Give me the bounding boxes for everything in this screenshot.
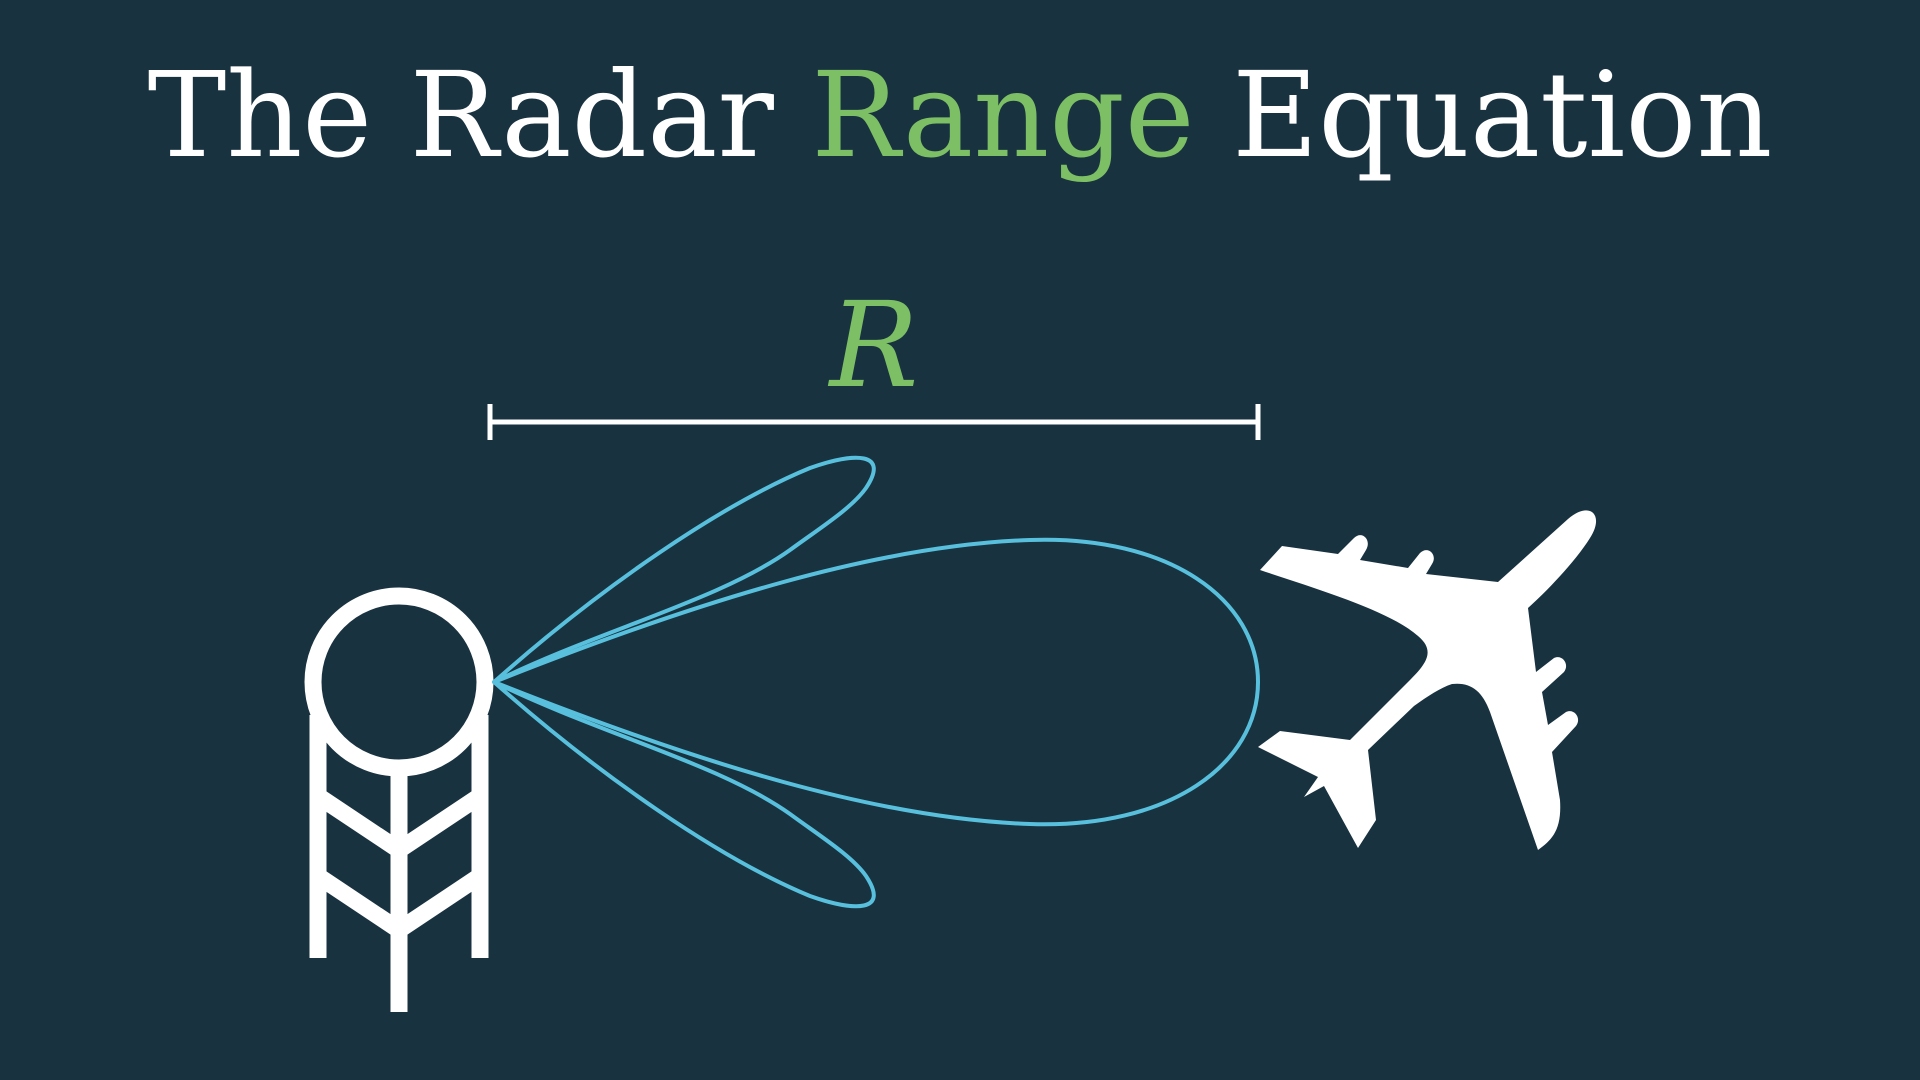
radiation-pattern: [492, 455, 1260, 909]
lower-side-lobe: [492, 680, 876, 909]
airplane-body: [1258, 510, 1597, 850]
title-part-2: Equation: [1194, 46, 1773, 184]
title-part-1: The Radar: [147, 46, 812, 184]
range-bar: [487, 404, 1261, 440]
radar-dish: [304, 587, 494, 777]
title-accent-word: Range: [811, 46, 1195, 184]
range-symbol: R: [829, 276, 919, 414]
main-lobe: [492, 537, 1260, 827]
airplane-icon: [1258, 510, 1597, 850]
tower-brace-lower: [313, 868, 485, 941]
radar-tower-icon: [304, 587, 494, 1012]
upper-side-lobe: [492, 455, 876, 684]
page-title: The Radar Range Equation: [0, 40, 1920, 190]
tower-brace-upper: [313, 788, 485, 861]
